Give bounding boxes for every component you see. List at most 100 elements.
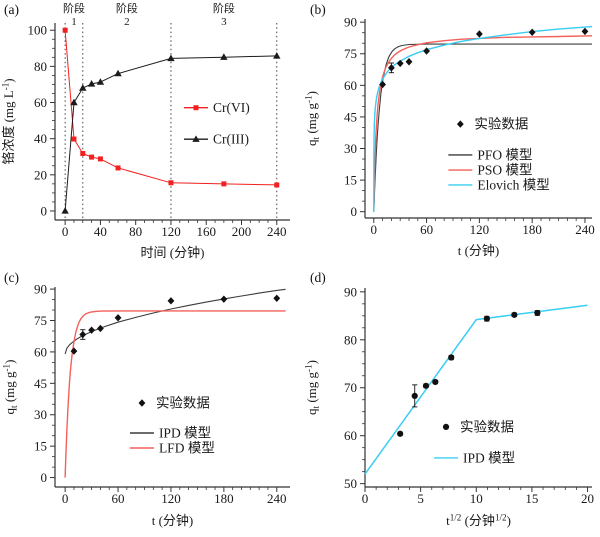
series-points-exp — [70, 294, 281, 355]
legend-entry-1: Cr(VI) — [184, 100, 250, 115]
svg-text:75: 75 — [34, 313, 47, 328]
svg-text:240: 240 — [575, 222, 595, 237]
panel-a: (a) 阶段 1 阶段 2 阶段 3 0 40 80 120 160 200 240 0 20 40 60 80 1… — [0, 0, 300, 268]
svg-text:20: 20 — [34, 167, 47, 182]
x-axis-ticks: 0 5 10 15 20 — [362, 487, 594, 506]
y-axis-ticks: 0 15 30 45 60 75 90 — [344, 15, 365, 219]
legend-entry-1: 实验数据 — [138, 396, 210, 411]
series-points-criii — [61, 51, 281, 214]
series-points-crvi — [62, 27, 280, 188]
y-axis-ticks: 0 15 30 45 60 75 90 — [34, 282, 55, 485]
y-axis-label: qt (mg g-1) — [304, 91, 321, 146]
svg-text:200: 200 — [232, 224, 252, 239]
svg-text:5: 5 — [417, 491, 424, 506]
svg-text:阶段: 阶段 — [213, 1, 235, 15]
svg-text:0: 0 — [62, 491, 69, 506]
series-points-exp — [397, 309, 541, 437]
legend-entry-3: PSO 模型 — [448, 163, 532, 178]
panel-d: (d) 0 5 10 15 20 50 60 70 80 90 t1/2 (分钟1/2) qt (mg… — [300, 268, 600, 537]
svg-text:0: 0 — [371, 222, 378, 237]
svg-text:80: 80 — [34, 59, 47, 74]
svg-text:90: 90 — [344, 284, 357, 299]
x-axis-label: 时间 (分钟) — [141, 245, 205, 260]
svg-text:0: 0 — [362, 491, 369, 506]
panel-c: (c) 0 60 120 180 240 0 15 30 45 60 75 90 t (分钟) qt (m… — [0, 268, 300, 537]
series-line-lfd — [64, 310, 286, 478]
svg-text:100: 100 — [28, 23, 48, 38]
panel-c-label: (c) — [4, 270, 19, 285]
legend-entry-3: LFD 模型 — [129, 441, 215, 456]
y-axis-label: qt (mg g-1) — [304, 360, 321, 415]
legend-label: Elovich 模型 — [477, 177, 549, 192]
y-axis-ticks: 0 20 40 60 80 100 — [28, 23, 55, 218]
chart-c-canvas: 0 60 120 180 240 0 15 30 45 60 75 90 t (分钟) qt (mg g-… — [2, 282, 290, 528]
svg-text:45: 45 — [344, 109, 357, 124]
svg-text:60: 60 — [112, 491, 125, 506]
svg-text:20: 20 — [581, 491, 594, 506]
axes — [54, 23, 290, 221]
svg-text:160: 160 — [196, 224, 216, 239]
svg-text:阶段: 阶段 — [116, 1, 138, 15]
series-line-elovich — [373, 25, 593, 212]
stage-label-1: 阶段1 — [63, 1, 85, 28]
legend-label: IPD 模型 — [159, 426, 211, 441]
y-axis-label: qt (mg g-1) — [2, 360, 19, 415]
svg-text:0: 0 — [41, 203, 48, 218]
legend-entry-2: IPD 模型 — [129, 426, 211, 441]
svg-text:240: 240 — [267, 491, 287, 506]
svg-text:75: 75 — [344, 46, 357, 61]
svg-text:0: 0 — [41, 470, 48, 485]
svg-text:50: 50 — [344, 476, 357, 491]
legend-label: 实验数据 — [156, 396, 210, 411]
x-axis-label: t1/2 (分钟1/2) — [446, 513, 511, 529]
legend-label: Cr(III) — [213, 132, 249, 147]
svg-text:240: 240 — [267, 224, 287, 239]
svg-text:90: 90 — [34, 282, 47, 297]
svg-text:90: 90 — [344, 15, 357, 30]
x-axis-label: t (分钟) — [458, 243, 500, 258]
legend-label: Cr(VI) — [213, 100, 250, 115]
svg-text:阶段: 阶段 — [63, 1, 85, 15]
panel-d-label: (d) — [310, 270, 326, 285]
svg-text:60: 60 — [344, 428, 357, 443]
svg-text:45: 45 — [34, 376, 47, 391]
svg-text:180: 180 — [214, 491, 234, 506]
svg-text:1: 1 — [71, 16, 77, 28]
legend-entry-2: Cr(III) — [184, 132, 249, 147]
svg-text:30: 30 — [344, 141, 357, 156]
svg-text:15: 15 — [525, 491, 538, 506]
legend-entry-2: IPD 模型 — [434, 450, 515, 465]
legend-label: PSO 模型 — [477, 163, 532, 178]
axes — [364, 19, 592, 219]
legend-label: 实验数据 — [460, 419, 514, 434]
svg-text:2: 2 — [124, 16, 130, 28]
stage-label-2: 阶段2 — [116, 1, 138, 28]
series-line-ipd — [64, 288, 286, 355]
svg-text:60: 60 — [34, 95, 47, 110]
legend-entry-1: 实验数据 — [456, 117, 528, 132]
x-axis-ticks: 0 60 120 180 240 — [62, 487, 287, 506]
legend-label: PFO 模型 — [477, 147, 532, 162]
svg-text:80: 80 — [129, 224, 142, 239]
svg-text:70: 70 — [344, 380, 357, 395]
legend-entry-4: Elovich 模型 — [448, 177, 550, 192]
svg-text:120: 120 — [161, 491, 181, 506]
svg-text:120: 120 — [161, 224, 181, 239]
svg-text:120: 120 — [470, 222, 490, 237]
svg-text:60: 60 — [34, 344, 47, 359]
svg-text:80: 80 — [344, 332, 357, 347]
legend-entry-2: PFO 模型 — [448, 147, 532, 162]
svg-text:40: 40 — [34, 131, 47, 146]
legend-label: 实验数据 — [474, 117, 528, 132]
svg-text:15: 15 — [34, 439, 47, 454]
svg-text:60: 60 — [344, 78, 357, 93]
x-axis-ticks: 0 60 120 180 240 — [371, 218, 595, 237]
panel-b-label: (b) — [310, 2, 326, 17]
axes — [54, 287, 290, 488]
series-line-pfo — [373, 43, 592, 212]
stage-dividers — [64, 23, 278, 220]
x-axis-label: t (分钟) — [152, 513, 194, 528]
legend-entry-1: 实验数据 — [442, 419, 514, 434]
